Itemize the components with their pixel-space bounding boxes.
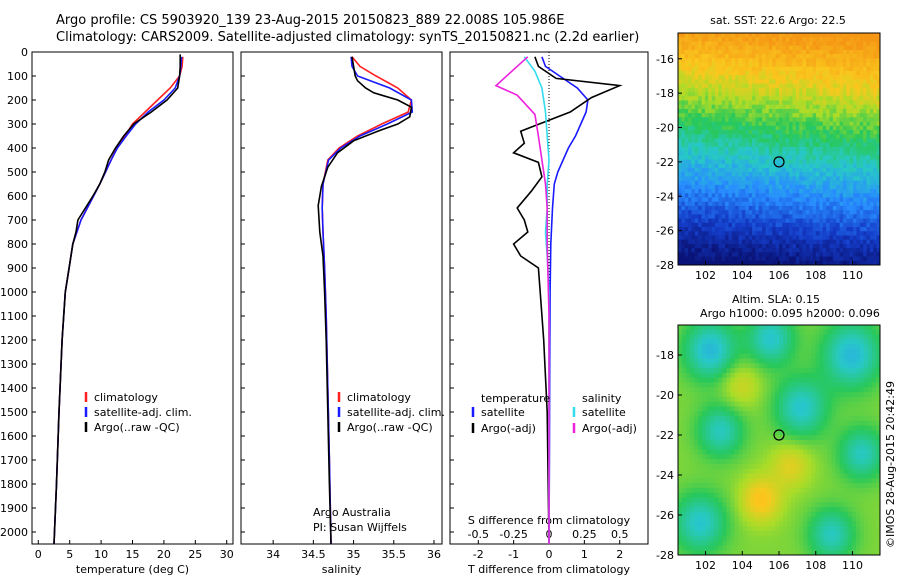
y-tick-label-20: 2000 <box>0 526 28 539</box>
sla-map-y-tick-label-5: -28 <box>656 549 674 562</box>
x-top-tick-label-1: -0.25 <box>499 528 527 541</box>
series-line-0-2 <box>53 54 181 545</box>
sla-map-x-tick-label-1: 104 <box>732 559 753 572</box>
legend-label-1-0: climatology <box>347 391 411 404</box>
diff-series-line-1 <box>512 56 623 545</box>
x-tick-label-1-1: 34.5 <box>301 548 326 561</box>
x-tick-label-0-4: 20 <box>157 548 171 561</box>
legend-salinity-title: salinity <box>582 392 622 405</box>
sst-map-x-tick-label-0: 102 <box>695 269 716 282</box>
y-tick-label-13: 1300 <box>0 358 28 371</box>
y-tick-label-16: 1600 <box>0 430 28 443</box>
x-tick-label-0-2: 10 <box>94 548 108 561</box>
sla-map-x-tick-label-0: 102 <box>695 559 716 572</box>
x-tick-label-2-4: 2 <box>616 548 623 561</box>
sst-map-y-tick-label-5: -26 <box>656 225 674 238</box>
legend-label-2-3: Argo(-adj) <box>582 422 637 435</box>
y-tick-label-0: 0 <box>21 46 28 59</box>
legend-label-0-1: satellite-adj. clim. <box>94 406 192 419</box>
y-tick-label-8: 800 <box>7 238 28 251</box>
sst-map-y-tick-label-3: -22 <box>656 156 674 169</box>
sst-map-argo-marker <box>773 156 785 168</box>
annotation-argo-australia: Argo Australia <box>313 506 391 519</box>
legend-label-1-1: satellite-adj. clim. <box>347 406 445 419</box>
sst-map-x-tick-label-1: 104 <box>732 269 753 282</box>
y-tick-label-9: 900 <box>7 262 28 275</box>
sla-map-y-tick-label-2: -22 <box>656 429 674 442</box>
sla-map-argo-marker <box>773 429 785 441</box>
x-tick-label-0-6: 30 <box>220 548 234 561</box>
header-line-2: Climatology: CARS2009. Satellite-adjuste… <box>56 30 640 45</box>
legend-label-2-2: satellite <box>582 406 626 419</box>
header-line-1: Argo profile: CS 5903920_139 23-Aug-2015… <box>56 13 565 28</box>
legend-label-1-2: Argo(..raw -QC) <box>347 421 433 434</box>
x-tick-label-1-0: 34 <box>266 548 280 561</box>
sla-map-x-tick-label-4: 110 <box>842 559 863 572</box>
x-axis-label-1: salinity <box>322 563 362 576</box>
y-tick-label-11: 1100 <box>0 310 28 323</box>
y-tick-label-17: 1700 <box>0 454 28 467</box>
x-tick-label-2-3: 1 <box>581 548 588 561</box>
sst-map-x-tick-label-3: 108 <box>805 269 826 282</box>
y-tick-label-4: 400 <box>7 142 28 155</box>
sst-map-y-tick-label-2: -20 <box>656 122 674 135</box>
sst-map-y-tick-label-1: -18 <box>656 87 674 100</box>
y-tick-label-3: 300 <box>7 118 28 131</box>
y-tick-label-6: 600 <box>7 190 28 203</box>
legend-temperature-title: temperature <box>481 392 550 405</box>
x-tick-label-1-4: 36 <box>427 548 441 561</box>
x-top-tick-label-3: 0.25 <box>572 528 597 541</box>
sst-map-y-tick-label-6: -28 <box>656 259 674 272</box>
y-tick-label-14: 1400 <box>0 382 28 395</box>
x-tick-label-0-1: 5 <box>66 548 73 561</box>
annotation-pi: PI: Susan Wijffels <box>313 521 407 534</box>
x-tick-label-2-2: 0 <box>546 548 553 561</box>
sst-map-x-tick-label-4: 110 <box>842 269 863 282</box>
sla-map-title-1: Altim. SLA: 0.15 <box>732 293 820 306</box>
x-tick-label-0-3: 15 <box>126 548 140 561</box>
x-tick-label-1-2: 35 <box>347 548 361 561</box>
sla-map-cells <box>678 325 881 556</box>
series-line-1-2 <box>317 56 413 545</box>
sla-map-y-tick-label-1: -20 <box>656 389 674 402</box>
panel-frame-1 <box>240 51 443 545</box>
legend-label-0-2: Argo(..raw -QC) <box>94 421 180 434</box>
sla-map-y-tick-label-0: -18 <box>656 349 674 362</box>
sla-map-y-tick-label-3: -24 <box>656 469 674 482</box>
x-tick-label-0-0: 0 <box>35 548 42 561</box>
x-tick-label-1-3: 35.5 <box>382 548 407 561</box>
sst-map-x-tick-label-2: 106 <box>769 269 790 282</box>
sst-map-title: sat. SST: 22.6 Argo: 22.5 <box>710 14 846 27</box>
x-tick-label-2-1: -1 <box>508 548 519 561</box>
x-tick-label-0-5: 25 <box>188 548 202 561</box>
y-tick-label-2: 200 <box>7 94 28 107</box>
diff-series-line-0 <box>541 56 589 545</box>
x-axis-label-0: temperature (deg C) <box>76 563 189 576</box>
sla-map-title-2: Argo h1000: 0.095 h2000: 0.096 <box>700 307 880 320</box>
y-tick-label-12: 1200 <box>0 334 28 347</box>
sst-map-cells <box>678 33 881 266</box>
sst-map-y-tick-label-4: -24 <box>656 190 674 203</box>
y-tick-label-10: 1000 <box>0 286 28 299</box>
sst-map-y-tick-label-0: -16 <box>656 53 674 66</box>
y-tick-label-15: 1500 <box>0 406 28 419</box>
x-tick-label-2-0: -2 <box>473 548 484 561</box>
legend-label-2-0: satellite <box>481 406 525 419</box>
legend-label-2-1: Argo(-adj) <box>481 422 536 435</box>
x-top-tick-label-0: -0.5 <box>468 528 489 541</box>
sla-map-y-tick-label-4: -26 <box>656 509 674 522</box>
x-top-tick-label-4: 0.5 <box>611 528 629 541</box>
diff-series-line-3 <box>494 56 550 544</box>
y-tick-label-18: 1800 <box>0 478 28 491</box>
y-tick-label-7: 700 <box>7 214 28 227</box>
y-tick-label-1: 100 <box>7 70 28 83</box>
sla-map-x-tick-label-3: 108 <box>805 559 826 572</box>
sla-map-x-tick-label-2: 106 <box>769 559 790 572</box>
y-tick-label-19: 1900 <box>0 502 28 515</box>
y-tick-label-5: 500 <box>7 166 28 179</box>
x-axis-label-2: T difference from climatology <box>467 563 630 576</box>
legend-label-0-0: climatology <box>94 391 158 404</box>
